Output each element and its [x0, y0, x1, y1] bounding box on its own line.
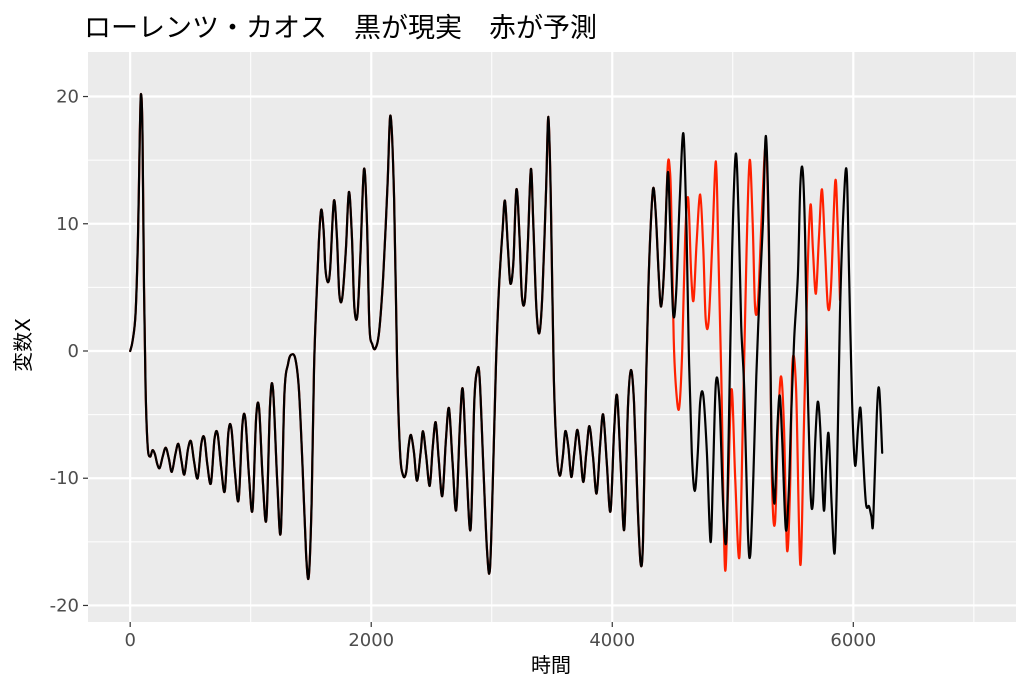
y-tick-label: -10 — [50, 468, 79, 489]
y-axis: -20 -10 0 10 20 — [50, 87, 88, 616]
chart-title: ローレンツ・カオス 黒が現実 赤が予測 — [84, 13, 597, 44]
y-tick-label: 10 — [56, 214, 79, 235]
x-axis: 0 2000 4000 6000 — [124, 622, 876, 651]
x-tick-label: 6000 — [830, 630, 876, 651]
y-tick-label: -20 — [50, 595, 79, 616]
x-tick-label: 2000 — [348, 630, 394, 651]
x-axis-title: 時間 — [531, 653, 571, 677]
y-axis-title: 変数X — [11, 318, 35, 372]
series-line-actual — [129, 92, 884, 581]
x-tick-label: 0 — [124, 630, 135, 651]
grid-major — [88, 52, 1016, 622]
y-tick-label: 20 — [56, 87, 79, 108]
y-tick-label: 0 — [68, 341, 79, 362]
plot-panel — [88, 52, 1016, 622]
series-layer — [129, 92, 884, 581]
x-tick-label: 4000 — [589, 630, 635, 651]
